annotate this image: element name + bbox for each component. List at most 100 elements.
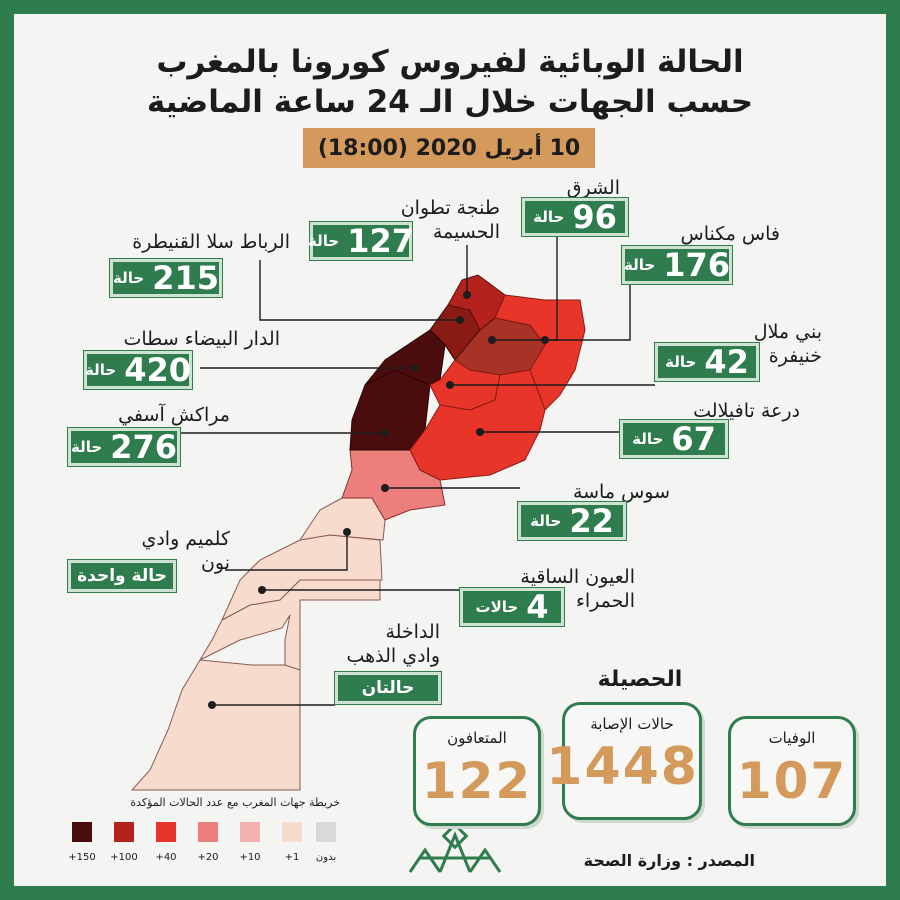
label-tanger: طنجة تطوان الحسيمة xyxy=(370,196,500,244)
map-region-dakhla xyxy=(130,659,301,791)
unit-beni: حالة xyxy=(665,353,697,371)
source-text: المصدر : وزارة الصحة xyxy=(583,851,755,870)
leader-guelmim xyxy=(225,532,348,571)
unit-laayoune: حالات xyxy=(475,598,519,616)
label-dakhla: الداخلة وادي الذهب xyxy=(310,620,440,668)
label-casa: الدار البيضاء سطات xyxy=(80,327,281,351)
totals-title: الحصيلة xyxy=(597,667,683,692)
label-rabat: الرباط سلا القنيطرة xyxy=(110,230,290,254)
map-region-oriental xyxy=(494,294,586,411)
map-region-casa xyxy=(364,329,446,386)
count-fes: 176 xyxy=(663,246,730,284)
count-box-dakhla: حالتان xyxy=(335,672,441,704)
legend-label-1: +1 xyxy=(284,852,300,863)
label-guelmim-line1: كلميم وادي xyxy=(141,528,230,550)
count-guelmim: حالة واحدة xyxy=(77,566,167,586)
legend-label-40: +40 xyxy=(155,852,177,863)
unit-marrakech: حالة xyxy=(71,438,103,456)
count-oriental: 96 xyxy=(572,198,617,236)
label-beni: بني ملال خنيفرة xyxy=(720,320,822,368)
legend-label-none: بدون xyxy=(315,852,337,863)
stat-cases: حالات الإصابة 1448 xyxy=(546,702,702,820)
leader-lines xyxy=(180,232,655,706)
label-draa-line1: درعة تافيلالت xyxy=(693,400,800,422)
count-box-oriental: 96 حالة xyxy=(522,198,628,236)
count-box-casa: 420 حالة xyxy=(84,351,192,389)
label-casa-line1: الدار البيضاء سطات xyxy=(123,328,281,350)
legend-label-150: +150 xyxy=(68,852,96,863)
count-tanger: 127 xyxy=(347,222,414,260)
map-region-marrakech xyxy=(349,369,431,451)
count-souss: 22 xyxy=(569,502,614,540)
unit-tanger: حالة xyxy=(308,232,340,250)
count-box-fes: 176 حالة xyxy=(622,246,732,284)
label-fes-line1: فاس مكناس xyxy=(680,223,781,245)
label-beni-line1: بني ملال xyxy=(753,321,822,343)
label-draa: درعة تافيلالت xyxy=(660,399,800,423)
label-marrakech-line1: مراكش آسفي xyxy=(118,404,230,426)
leader-dots xyxy=(208,291,549,709)
label-souss: سوس ماسة xyxy=(540,480,670,504)
title-line-2: حسب الجهات خلال الـ 24 ساعة الماضية xyxy=(146,84,754,120)
page-title: الحالة الوبائية لفيروس كورونا بالمغرب حس… xyxy=(60,42,840,122)
legend-label-100: +100 xyxy=(110,852,138,863)
count-casa: 420 xyxy=(124,351,191,389)
label-oriental: الشرق xyxy=(520,176,620,200)
label-dakhla-line1: الداخلة xyxy=(385,621,440,643)
stat-recovered: المتعافون 122 xyxy=(413,716,541,826)
ministry-logo xyxy=(408,822,502,873)
label-tanger-line2: الحسيمة xyxy=(432,221,500,243)
unit-oriental: حالة xyxy=(533,208,565,226)
count-box-beni: 42 حالة xyxy=(655,343,759,381)
leader-fes xyxy=(492,285,631,341)
stat-cases-label: حالات الإصابة xyxy=(590,715,674,733)
unit-fes: حالة xyxy=(624,256,656,274)
legend: +150 +100 +40 +20 +10 +1 بدون xyxy=(62,822,342,872)
unit-casa: حالة xyxy=(85,361,117,379)
unit-rabat: حالة xyxy=(113,269,145,287)
count-box-draa: 67 حالة xyxy=(620,420,728,458)
label-marrakech: مراكش آسفي xyxy=(90,403,230,427)
label-guelmim-line2: نون xyxy=(200,552,230,574)
legend-swatch-10 xyxy=(240,822,260,842)
stat-cases-value: 1448 xyxy=(546,737,699,797)
count-draa: 67 xyxy=(671,420,716,458)
label-rabat-line1: الرباط سلا القنيطرة xyxy=(132,231,290,253)
count-box-souss: 22 حالة xyxy=(518,502,626,540)
legend-swatch-150 xyxy=(72,822,92,842)
label-fes: فاس مكناس xyxy=(620,222,781,246)
stat-deaths-value: 107 xyxy=(736,752,848,810)
unit-draa: حالة xyxy=(632,430,664,448)
count-box-marrakech: 276 حالة xyxy=(68,428,180,466)
title-line-1: الحالة الوبائية لفيروس كورونا بالمغرب xyxy=(156,44,744,80)
stat-deaths: الوفيات 107 xyxy=(728,716,856,826)
map-region-guelmim xyxy=(298,497,386,541)
label-guelmim: كلميم وادي نون xyxy=(95,527,230,575)
count-box-rabat: 215 حالة xyxy=(110,259,222,297)
legend-label-20: +20 xyxy=(197,852,219,863)
count-dakhla: حالتان xyxy=(361,678,415,698)
date-text: 10 أبريل 2020 (18:00) xyxy=(317,135,581,161)
label-laayoune-line2: الحمراء xyxy=(575,590,635,612)
legend-swatch-100 xyxy=(114,822,134,842)
legend-label-10: +10 xyxy=(239,852,261,863)
map-region-laayoune xyxy=(220,534,383,622)
stat-recovered-label: المتعافون xyxy=(447,729,507,747)
legend-swatch-none xyxy=(316,822,336,842)
count-box-laayoune: 4 حالات xyxy=(460,588,564,626)
unit-souss: حالة xyxy=(530,512,562,530)
count-box-guelmim: حالة واحدة xyxy=(68,560,176,592)
legend-swatch-40 xyxy=(156,822,176,842)
count-laayoune: 4 xyxy=(526,588,549,626)
label-laayoune-line1: العيون الساقية xyxy=(520,566,635,588)
legend-swatch-20 xyxy=(198,822,218,842)
label-tanger-line1: طنجة تطوان xyxy=(400,197,500,219)
count-beni: 42 xyxy=(704,343,749,381)
legend-title: خريطة جهات المغرب مع عدد الحالات المؤكدة xyxy=(130,796,340,809)
label-beni-line2: خنيفرة xyxy=(768,345,822,367)
count-rabat: 215 xyxy=(152,259,219,297)
count-marrakech: 276 xyxy=(110,428,177,466)
map-region-draa xyxy=(409,369,546,481)
label-souss-line1: سوس ماسة xyxy=(572,481,670,503)
